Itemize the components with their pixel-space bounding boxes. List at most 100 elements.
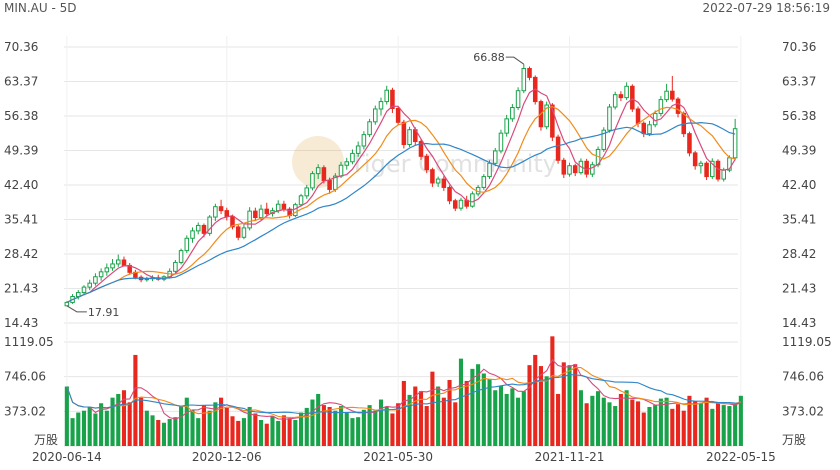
volume-bar-down xyxy=(693,401,698,446)
volume-bar-up xyxy=(76,412,81,446)
volume-bar-down xyxy=(327,406,332,446)
volume-bar-up xyxy=(436,386,441,446)
price-tick-right: 70.36 xyxy=(782,40,816,54)
volume-bar-up xyxy=(293,419,298,446)
volume-unit-left: 万股 xyxy=(34,433,58,447)
candle-up xyxy=(115,259,121,265)
candle-up xyxy=(338,164,344,177)
volume-bar-up xyxy=(647,406,652,446)
volume-tick-left: 746.06 xyxy=(4,370,46,384)
candle-up xyxy=(515,90,521,108)
candle-up xyxy=(470,193,475,207)
volume-bar-up xyxy=(493,390,498,446)
volume-bar-down xyxy=(287,418,292,446)
date-label: 2020-12-06 xyxy=(192,450,262,464)
volume-bar-up xyxy=(207,410,212,446)
price-tick-right: 21.43 xyxy=(782,281,816,295)
volume-bar-up xyxy=(213,402,218,446)
volume-bar-down xyxy=(156,419,161,446)
candle-down xyxy=(418,141,424,157)
candle-up xyxy=(293,204,298,217)
volume-bar-down xyxy=(236,420,241,446)
candle-up xyxy=(310,173,315,189)
volume-bar-down xyxy=(687,395,692,446)
volume-bar-up xyxy=(567,365,572,446)
volume-bar-down xyxy=(219,397,224,446)
low-callout-label: 17.91 xyxy=(88,306,120,319)
volume-bar-up xyxy=(596,391,601,446)
volume-bar-up xyxy=(658,398,663,446)
volume-bar-down xyxy=(550,336,555,446)
watermark-text: Tiger Community xyxy=(349,150,557,178)
candle-up xyxy=(247,210,252,229)
candle-up xyxy=(664,90,669,101)
candle-up xyxy=(98,271,104,278)
volume-bar-up xyxy=(373,410,378,446)
candle-up xyxy=(544,104,549,128)
volume-bar-up xyxy=(179,406,184,446)
volume-bar-down xyxy=(127,402,132,446)
volume-bar-up xyxy=(70,418,75,446)
candle-up xyxy=(732,128,738,159)
candle-up xyxy=(361,134,367,147)
price-ma-line-10 xyxy=(66,106,736,303)
candle-up xyxy=(647,124,652,135)
price-tick-left: 70.36 xyxy=(4,40,38,54)
candle-up xyxy=(241,227,247,238)
volume-bar-up xyxy=(578,390,583,446)
candle-down xyxy=(401,121,407,146)
volume-bar-down xyxy=(281,415,286,446)
volume-bar-up xyxy=(316,393,321,446)
candle-down xyxy=(670,90,675,100)
volume-bar-down xyxy=(533,354,538,446)
ticker-title: MIN.AU - 5D xyxy=(4,1,77,15)
volume-bar-down xyxy=(635,401,641,446)
candle-up xyxy=(710,160,715,178)
watermark-logo xyxy=(292,136,344,188)
volume-bar-up xyxy=(710,408,715,446)
volume-bar-up xyxy=(276,420,281,446)
candle-up xyxy=(612,94,618,108)
volume-bar-up xyxy=(241,418,246,446)
volume-bar-down xyxy=(447,380,452,446)
candle-down xyxy=(447,186,452,202)
volume-bar-down xyxy=(430,371,435,446)
candle-up xyxy=(521,68,527,92)
candle-up xyxy=(698,162,704,167)
volume-bar-down xyxy=(424,406,429,446)
candle-down xyxy=(704,162,709,178)
volume-bar-up xyxy=(698,403,703,446)
volume-tick-right: 746.06 xyxy=(782,370,824,384)
volume-bar-down xyxy=(704,397,709,446)
low-callout-line xyxy=(66,305,87,313)
volume-bar-up xyxy=(384,406,389,446)
volume-bar-up xyxy=(361,409,366,446)
candle-up xyxy=(184,237,190,252)
volume-bar-up xyxy=(624,390,629,446)
candle-down xyxy=(281,203,287,210)
volume-bar-down xyxy=(618,393,623,446)
candle-up xyxy=(275,203,281,212)
candle-down xyxy=(430,169,435,184)
volume-bar-down xyxy=(556,393,561,446)
volume-bar-up xyxy=(498,385,504,446)
price-tick-right: 56.38 xyxy=(782,109,816,123)
volume-bar-up xyxy=(664,397,669,446)
candle-up xyxy=(350,152,355,163)
candle-down xyxy=(264,208,270,215)
volume-bar-up xyxy=(487,379,492,446)
candle-up xyxy=(64,301,70,307)
candle-up xyxy=(298,195,304,206)
volume-bar-up xyxy=(93,413,98,446)
candle-up xyxy=(590,164,595,175)
candle-up xyxy=(104,267,110,273)
volume-ma-line-20 xyxy=(66,374,741,415)
candle-up xyxy=(87,282,92,288)
volume-bar-down xyxy=(584,403,589,446)
volume-bar-down xyxy=(418,391,424,446)
volume-bar-up xyxy=(727,406,732,446)
volume-bar-up xyxy=(607,402,612,446)
volume-bar-down xyxy=(230,416,235,446)
date-label: 2020-06-14 xyxy=(32,450,102,464)
